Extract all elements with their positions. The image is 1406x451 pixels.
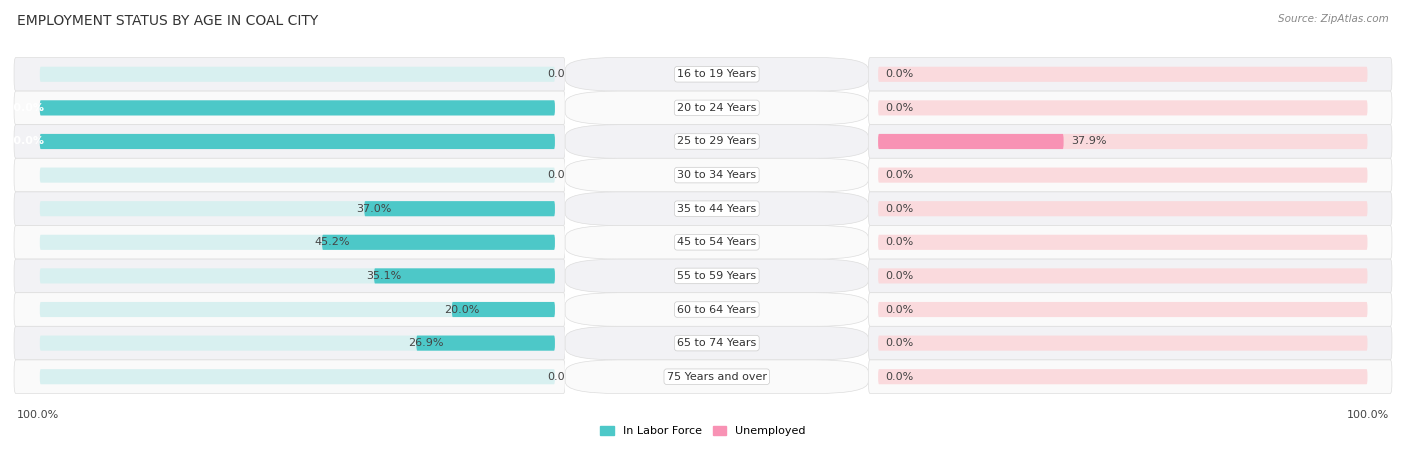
FancyBboxPatch shape [39, 167, 555, 183]
FancyBboxPatch shape [869, 360, 1392, 394]
FancyBboxPatch shape [869, 91, 1392, 124]
Text: 0.0%: 0.0% [886, 69, 914, 79]
FancyBboxPatch shape [565, 327, 869, 360]
FancyBboxPatch shape [39, 134, 555, 149]
Text: EMPLOYMENT STATUS BY AGE IN COAL CITY: EMPLOYMENT STATUS BY AGE IN COAL CITY [17, 14, 318, 28]
FancyBboxPatch shape [879, 67, 1368, 82]
FancyBboxPatch shape [14, 91, 565, 124]
FancyBboxPatch shape [14, 226, 565, 259]
FancyBboxPatch shape [565, 57, 869, 91]
Text: 20 to 24 Years: 20 to 24 Years [678, 103, 756, 113]
Text: 0.0%: 0.0% [886, 338, 914, 348]
Text: 100.0%: 100.0% [0, 103, 45, 113]
FancyBboxPatch shape [39, 302, 555, 317]
FancyBboxPatch shape [869, 327, 1392, 360]
FancyBboxPatch shape [565, 360, 869, 394]
FancyBboxPatch shape [14, 327, 565, 360]
FancyBboxPatch shape [14, 158, 565, 192]
FancyBboxPatch shape [565, 226, 869, 259]
Text: 60 to 64 Years: 60 to 64 Years [678, 304, 756, 314]
FancyBboxPatch shape [879, 201, 1368, 216]
Text: 0.0%: 0.0% [547, 170, 575, 180]
Text: 37.0%: 37.0% [357, 204, 392, 214]
FancyBboxPatch shape [374, 268, 555, 284]
FancyBboxPatch shape [39, 134, 555, 149]
Text: 55 to 59 Years: 55 to 59 Years [678, 271, 756, 281]
FancyBboxPatch shape [869, 158, 1392, 192]
FancyBboxPatch shape [364, 201, 555, 216]
FancyBboxPatch shape [879, 167, 1368, 183]
FancyBboxPatch shape [39, 268, 555, 284]
FancyBboxPatch shape [879, 100, 1368, 115]
Text: 30 to 34 Years: 30 to 34 Years [678, 170, 756, 180]
FancyBboxPatch shape [565, 192, 869, 226]
Text: 0.0%: 0.0% [886, 204, 914, 214]
FancyBboxPatch shape [14, 259, 565, 293]
Text: 20.0%: 20.0% [444, 304, 479, 314]
Text: 16 to 19 Years: 16 to 19 Years [678, 69, 756, 79]
FancyBboxPatch shape [39, 235, 555, 250]
Text: 100.0%: 100.0% [17, 410, 59, 420]
Legend: In Labor Force, Unemployed: In Labor Force, Unemployed [596, 422, 810, 441]
FancyBboxPatch shape [869, 293, 1392, 327]
Text: 100.0%: 100.0% [0, 137, 45, 147]
Text: 0.0%: 0.0% [886, 170, 914, 180]
Text: 35.1%: 35.1% [367, 271, 402, 281]
FancyBboxPatch shape [879, 235, 1368, 250]
FancyBboxPatch shape [39, 100, 555, 115]
FancyBboxPatch shape [416, 336, 555, 351]
Text: 0.0%: 0.0% [886, 271, 914, 281]
Text: 0.0%: 0.0% [886, 103, 914, 113]
Text: 0.0%: 0.0% [886, 372, 914, 382]
FancyBboxPatch shape [322, 235, 555, 250]
FancyBboxPatch shape [869, 259, 1392, 293]
FancyBboxPatch shape [451, 302, 555, 317]
FancyBboxPatch shape [14, 293, 565, 327]
Text: 0.0%: 0.0% [547, 372, 575, 382]
Text: 35 to 44 Years: 35 to 44 Years [678, 204, 756, 214]
Text: 26.9%: 26.9% [409, 338, 444, 348]
FancyBboxPatch shape [39, 336, 555, 351]
FancyBboxPatch shape [565, 124, 869, 158]
FancyBboxPatch shape [39, 369, 555, 384]
FancyBboxPatch shape [879, 369, 1368, 384]
FancyBboxPatch shape [879, 336, 1368, 351]
FancyBboxPatch shape [879, 134, 1368, 149]
Text: 0.0%: 0.0% [886, 237, 914, 247]
Text: Source: ZipAtlas.com: Source: ZipAtlas.com [1278, 14, 1389, 23]
Text: 45.2%: 45.2% [315, 237, 350, 247]
FancyBboxPatch shape [14, 192, 565, 226]
Text: 37.9%: 37.9% [1071, 137, 1107, 147]
Text: 0.0%: 0.0% [547, 69, 575, 79]
FancyBboxPatch shape [565, 91, 869, 124]
FancyBboxPatch shape [565, 259, 869, 293]
FancyBboxPatch shape [39, 100, 555, 115]
FancyBboxPatch shape [565, 293, 869, 327]
Text: 75 Years and over: 75 Years and over [666, 372, 766, 382]
FancyBboxPatch shape [879, 302, 1368, 317]
FancyBboxPatch shape [14, 360, 565, 394]
Text: 25 to 29 Years: 25 to 29 Years [678, 137, 756, 147]
FancyBboxPatch shape [869, 124, 1392, 158]
FancyBboxPatch shape [879, 268, 1368, 284]
Text: 0.0%: 0.0% [886, 304, 914, 314]
FancyBboxPatch shape [565, 158, 869, 192]
Text: 45 to 54 Years: 45 to 54 Years [678, 237, 756, 247]
FancyBboxPatch shape [14, 57, 565, 91]
FancyBboxPatch shape [14, 124, 565, 158]
FancyBboxPatch shape [879, 134, 1063, 149]
FancyBboxPatch shape [39, 67, 555, 82]
Text: 65 to 74 Years: 65 to 74 Years [678, 338, 756, 348]
FancyBboxPatch shape [869, 226, 1392, 259]
Text: 100.0%: 100.0% [1347, 410, 1389, 420]
FancyBboxPatch shape [39, 201, 555, 216]
FancyBboxPatch shape [869, 192, 1392, 226]
FancyBboxPatch shape [869, 57, 1392, 91]
